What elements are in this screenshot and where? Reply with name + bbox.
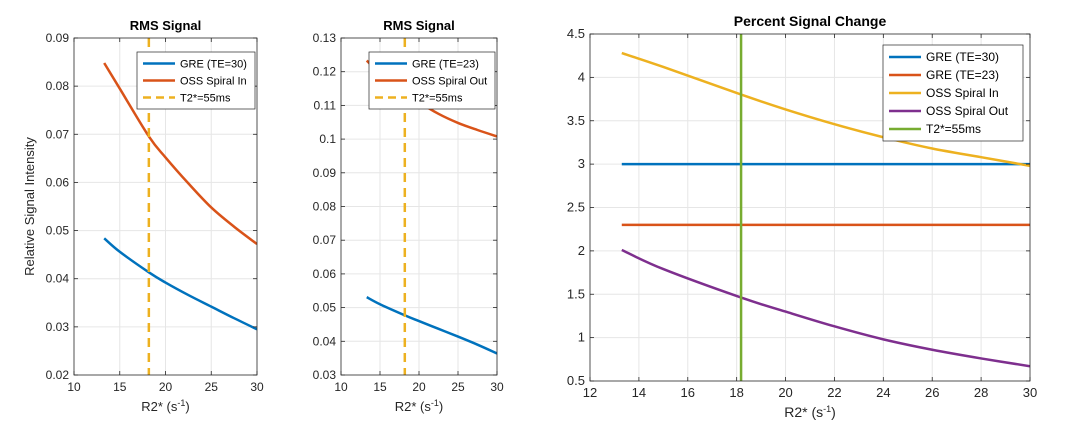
y-tick-label: 0.05 bbox=[46, 224, 70, 238]
data-layer bbox=[621, 34, 1030, 381]
y-tick-label: 0.02 bbox=[46, 368, 70, 382]
x-tick-label: 15 bbox=[113, 380, 127, 394]
x-tick-label: 25 bbox=[205, 380, 219, 394]
x-tick-label: 20 bbox=[159, 380, 173, 394]
x-tick-label: 24 bbox=[876, 385, 890, 400]
x-tick-label: 20 bbox=[412, 380, 426, 394]
y-tick-label: 0.07 bbox=[313, 233, 337, 247]
x-axis-label-base: R2* (s bbox=[784, 404, 823, 420]
series-gre-te-30-line bbox=[103, 237, 257, 331]
legend: GRE (TE=23) OSS Spiral Out T2*=55ms bbox=[368, 51, 496, 110]
y-tick-label: 2.5 bbox=[567, 200, 585, 215]
x-tick-label: 30 bbox=[490, 380, 504, 394]
y-tick-label: 0.09 bbox=[313, 166, 337, 180]
y-tick-label: 1.5 bbox=[567, 286, 585, 301]
x-tick-label: 14 bbox=[632, 385, 646, 400]
x-axis-label-end: ) bbox=[831, 404, 836, 420]
chart-rms-signal-gre30: 10 15 20 25 30 0.02 0.03 0.04 0.05 0.06 0.07 0.08 0.… bbox=[22, 18, 264, 414]
y-tick-label: 0.06 bbox=[313, 267, 337, 281]
y-tick-label: 0.11 bbox=[314, 98, 337, 112]
chart-title: RMS Signal bbox=[383, 18, 455, 33]
legend-label: GRE (TE=23) bbox=[926, 68, 999, 82]
x-tick-label: 16 bbox=[681, 385, 695, 400]
y-tick-label: 1 bbox=[578, 330, 585, 345]
y-axis-label: Relative Signal Intensity bbox=[22, 137, 37, 276]
y-tick-label: 0.03 bbox=[46, 320, 70, 334]
x-tick-label: 12 bbox=[583, 385, 597, 400]
x-tick-label: 18 bbox=[729, 385, 743, 400]
legend-label: T2*=55ms bbox=[180, 93, 231, 105]
y-tick-label: 0.08 bbox=[313, 200, 337, 214]
legend-label: GRE (TE=30) bbox=[926, 50, 999, 64]
y-tick-label: 3.5 bbox=[567, 113, 585, 128]
legend-label: OSS Spiral In bbox=[926, 86, 999, 100]
y-tick-label: 0.12 bbox=[313, 65, 337, 79]
x-tick-label: 25 bbox=[451, 380, 465, 394]
x-tick-label: 22 bbox=[827, 385, 841, 400]
x-tick-label: 15 bbox=[373, 380, 387, 394]
x-axis-label: R2* (s-1) bbox=[784, 404, 836, 420]
y-tick-label: 0.5 bbox=[567, 373, 585, 388]
y-tick-label: 0.1 bbox=[319, 132, 336, 146]
legend-label: GRE (TE=23) bbox=[412, 59, 479, 71]
legend-label: T2*=55ms bbox=[926, 122, 981, 136]
y-tick-label: 0.09 bbox=[46, 31, 70, 45]
x-tick-label: 10 bbox=[334, 380, 348, 394]
series-gre-te-23-line bbox=[366, 296, 497, 355]
x-tick-label: 10 bbox=[67, 380, 81, 394]
legend: GRE (TE=30) OSS Spiral In T2*=55ms bbox=[136, 51, 256, 110]
x-tick-label: 26 bbox=[925, 385, 939, 400]
x-axis-label-base: R2* (s bbox=[395, 399, 432, 414]
legend-label: OSS Spiral Out bbox=[926, 104, 1009, 118]
legend-label: OSS Spiral Out bbox=[412, 76, 487, 88]
x-tick-label: 20 bbox=[778, 385, 792, 400]
x-axis-label-end: ) bbox=[439, 399, 443, 414]
y-tick-label: 3 bbox=[578, 156, 585, 171]
y-tick-label: 0.13 bbox=[313, 31, 337, 45]
y-tick-label: 2 bbox=[578, 243, 585, 258]
x-axis-label-sup: -1 bbox=[177, 398, 185, 408]
y-tick-label: 0.03 bbox=[313, 368, 337, 382]
chart-title: Percent Signal Change bbox=[734, 13, 887, 29]
y-tick-label: 0.04 bbox=[46, 272, 70, 286]
x-tick-label: 30 bbox=[1023, 385, 1037, 400]
x-axis-label: R2* (s-1) bbox=[141, 398, 189, 414]
legend: GRE (TE=30) GRE (TE=23) OSS Spiral In OSS S… bbox=[882, 44, 1024, 142]
chart-percent-signal-change: 12 14 16 18 20 22 24 26 28 30 0.5 1 1.5 2 2.5 3 3.5 4 4.5 P… bbox=[567, 13, 1037, 420]
y-tick-label: 4 bbox=[578, 69, 585, 84]
x-tick-label: 30 bbox=[250, 380, 264, 394]
x-axis-label-end: ) bbox=[185, 399, 189, 414]
x-tick-label: 28 bbox=[974, 385, 988, 400]
series-oss-spiral-out-line bbox=[621, 248, 1030, 368]
chart-rms-signal-gre23: 10 15 20 25 30 0.03 0.04 0.05 0.06 0.07 0.08 0.09 0.… bbox=[313, 18, 504, 414]
series-oss-spiral-in-line bbox=[621, 51, 1030, 168]
y-tick-label: 0.06 bbox=[46, 175, 70, 189]
legend-label: GRE (TE=30) bbox=[180, 59, 247, 71]
legend-label: T2*=55ms bbox=[412, 93, 463, 105]
x-axis-label: R2* (s-1) bbox=[395, 398, 443, 414]
y-tick-label: 0.05 bbox=[313, 301, 337, 315]
x-axis-label-sup: -1 bbox=[431, 398, 439, 408]
x-axis-label-base: R2* (s bbox=[141, 399, 178, 414]
series-oss-spiral-in-line bbox=[103, 62, 257, 246]
y-tick-label: 0.04 bbox=[313, 334, 337, 348]
data-layer bbox=[103, 38, 257, 375]
chart-title: RMS Signal bbox=[130, 18, 202, 33]
x-axis-label-sup: -1 bbox=[823, 404, 831, 414]
legend-label: OSS Spiral In bbox=[180, 76, 247, 88]
y-tick-label: 0.07 bbox=[46, 127, 70, 141]
y-tick-label: 4.5 bbox=[567, 26, 585, 41]
y-tick-label: 0.08 bbox=[46, 79, 70, 93]
